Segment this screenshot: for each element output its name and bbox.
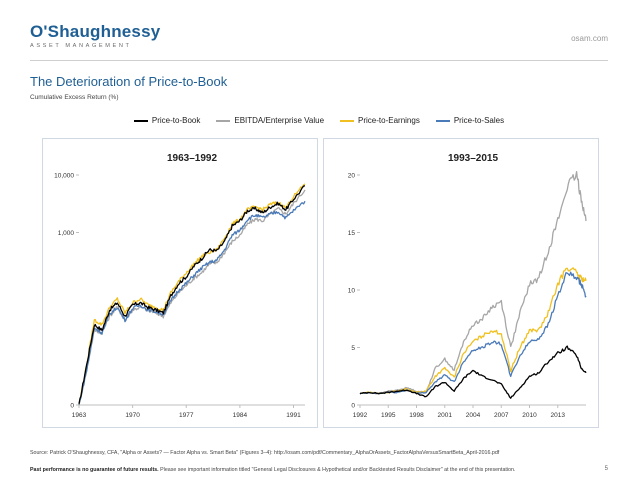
y-tick-label: 1,000 xyxy=(58,230,75,237)
series-line-price-to-book xyxy=(78,185,306,404)
series-line-price-to-sales xyxy=(359,271,587,395)
x-tick-label: 2007 xyxy=(494,412,509,419)
chart-title: 1963–1992 xyxy=(167,153,217,164)
x-tick-label: 1992 xyxy=(353,412,368,419)
logo-main-text: O'Shaughnessy xyxy=(30,22,161,41)
legend-label: EBITDA/Enterprise Value xyxy=(234,116,325,125)
x-tick-label: 2010 xyxy=(522,412,537,419)
series-line-ebitda-enterprise-value xyxy=(78,189,306,406)
chart-legend: Price-to-Book EBITDA/Enterprise Value Pr… xyxy=(0,116,638,125)
x-tick-label: 2004 xyxy=(466,412,481,419)
chart-title: 1993–2015 xyxy=(448,153,498,164)
header-divider xyxy=(30,60,608,61)
legend-swatch xyxy=(216,119,231,122)
source-note: Source: Patrick O'Shaughnessy, CFA, "Alp… xyxy=(30,450,500,456)
x-tick-label: 1977 xyxy=(179,412,194,419)
chart-1963-1992: 1963–1992 0 1,000 10,000 1963 1970 1977 1984 199… xyxy=(54,153,306,419)
x-tick-label: 1995 xyxy=(381,412,396,419)
chart-panel-1993-2015: 1993–2015 0 5 10 15 20 1992 1995 1998 2001 2004 200… xyxy=(323,138,599,428)
company-logo: O'Shaughnessy ASSET MANAGEMENT xyxy=(30,22,160,49)
page-number: 5 xyxy=(604,466,608,472)
legend-label: Price-to-Earnings xyxy=(358,116,420,125)
x-tick-label: 1984 xyxy=(233,412,248,419)
chart-panel-1963-1992: 1963–1992 0 1,000 10,000 1963 1970 1977 1984 199… xyxy=(42,138,318,428)
chart-1993-2015: 1993–2015 0 5 10 15 20 1992 1995 1998 2001 2004 200… xyxy=(348,153,587,419)
legend-item-price-to-sales: Price-to-Sales xyxy=(435,116,505,125)
y-tick-label: 5 xyxy=(351,345,355,352)
series-line-price-to-earnings xyxy=(360,267,587,395)
legend-swatch xyxy=(340,119,355,122)
y-tick-label: 10,000 xyxy=(54,173,74,180)
page-subtitle: Cumulative Excess Return (%) xyxy=(30,94,119,101)
x-tick-label: 1991 xyxy=(286,412,301,419)
disclaimer-footer: Past performance is no guarantee of futu… xyxy=(30,467,515,473)
legend-swatch xyxy=(435,119,450,122)
x-tick-label: 1963 xyxy=(72,412,87,419)
series-line-ebitda-enterprise-value xyxy=(359,170,587,395)
page-title: The Deterioration of Price-to-Book xyxy=(30,74,228,89)
y-tick-label: 20 xyxy=(348,173,356,180)
legend-item-price-to-earnings: Price-to-Earnings xyxy=(340,116,420,125)
legend-label: Price-to-Sales xyxy=(453,116,505,125)
legend-swatch xyxy=(133,119,148,122)
disclaimer-text: Please see important information titled … xyxy=(158,467,516,473)
y-tick-label: 0 xyxy=(70,403,74,410)
series-line-price-to-book xyxy=(359,345,587,399)
x-tick-label: 2001 xyxy=(438,412,453,419)
y-tick-label: 10 xyxy=(348,288,356,295)
x-tick-label: 2013 xyxy=(551,412,566,419)
series-line-price-to-sales xyxy=(78,200,306,405)
y-tick-label: 15 xyxy=(348,230,356,237)
legend-item-price-to-book: Price-to-Book xyxy=(133,116,201,125)
logo-sub-text: ASSET MANAGEMENT xyxy=(30,43,132,49)
legend-item-ebitda-ev: EBITDA/Enterprise Value xyxy=(216,116,324,125)
y-tick-label: 0 xyxy=(351,403,355,410)
disclaimer-bold: Past performance is no guarantee of futu… xyxy=(30,467,159,473)
legend-label: Price-to-Book xyxy=(151,116,201,125)
series-line-price-to-earnings xyxy=(78,183,306,406)
website-label: osam.com xyxy=(571,34,608,43)
x-tick-label: 1970 xyxy=(125,412,140,419)
x-tick-label: 1998 xyxy=(409,412,424,419)
